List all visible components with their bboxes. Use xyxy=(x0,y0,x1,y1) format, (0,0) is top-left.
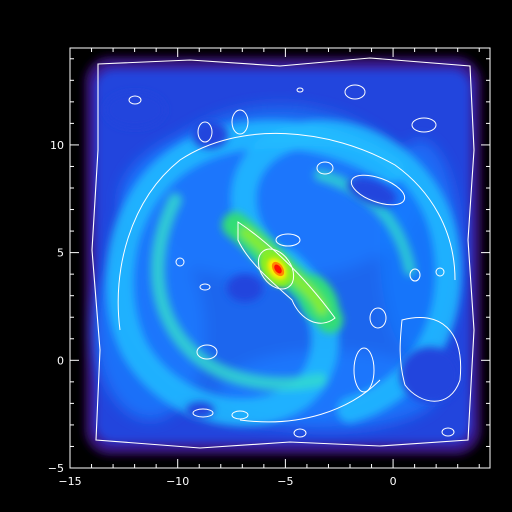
x-tick-label: 0 xyxy=(390,475,397,488)
y-tick-label: 5 xyxy=(57,247,64,260)
galaxy-intensity-map xyxy=(84,56,482,456)
x-axis-ticks: −15 −10 −5 0 xyxy=(58,48,480,488)
inter-arm-gaps xyxy=(105,92,460,418)
intensity-contours xyxy=(91,57,475,449)
x-tick-label: −5 xyxy=(277,475,293,488)
y-tick-label: 0 xyxy=(57,354,64,367)
y-axis-ticks: −5 0 5 10 xyxy=(48,58,490,475)
x-tick-label: −15 xyxy=(58,475,81,488)
y-tick-label: −5 xyxy=(48,462,64,475)
x-tick-label: −10 xyxy=(166,475,189,488)
y-tick-label: 10 xyxy=(50,139,64,152)
plot-frame xyxy=(69,47,491,469)
